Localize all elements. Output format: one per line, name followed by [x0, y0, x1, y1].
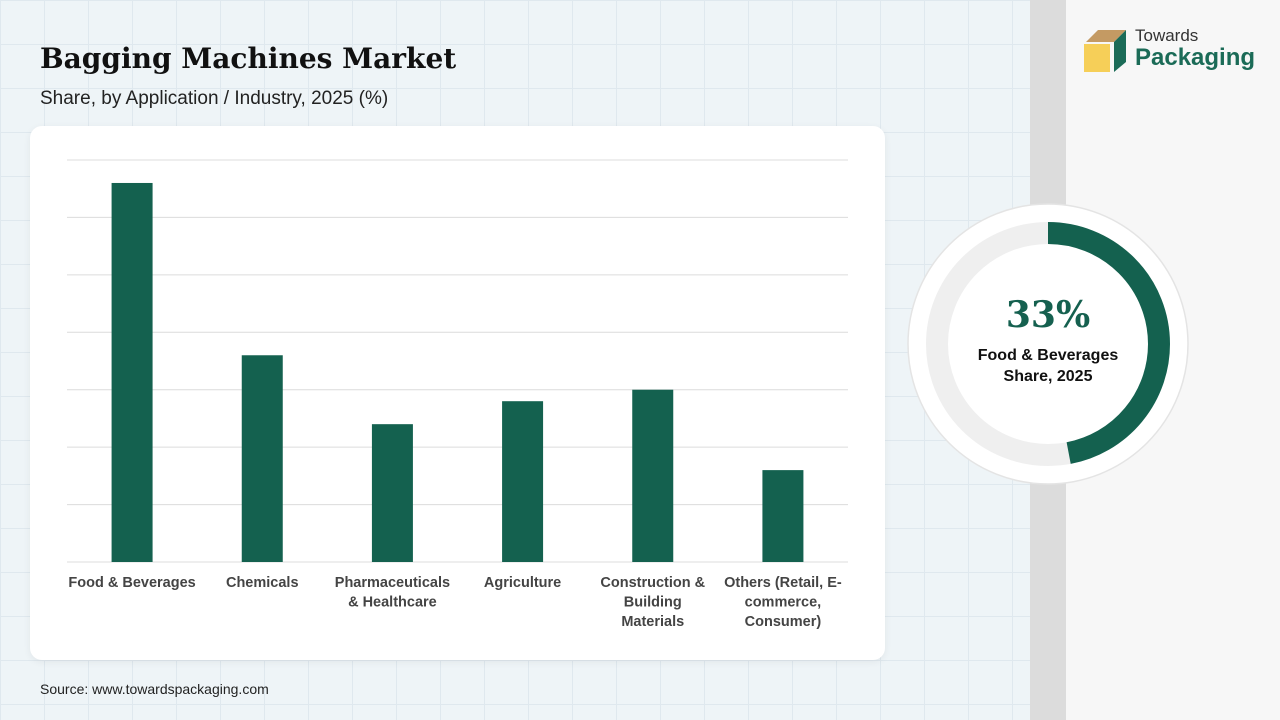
donut-arc: [926, 222, 1170, 466]
bar-2: [371, 424, 413, 562]
x-tick-label: Materials: [621, 614, 684, 630]
x-tick-label: commerce,: [745, 595, 822, 611]
x-tick-label: Food & Beverages: [68, 575, 195, 591]
bar-3: [502, 401, 544, 562]
bar-0: [111, 182, 153, 562]
box-icon: [1084, 30, 1126, 72]
x-tick-label: Pharmaceuticals: [335, 575, 450, 591]
bar-1: [241, 355, 283, 562]
x-tick-label: Building: [624, 595, 682, 611]
x-tick-label: & Healthcare: [348, 595, 437, 611]
logo-text-towards: Towards: [1135, 26, 1199, 45]
donut-label-line2: Share, 2025: [1003, 368, 1093, 385]
donut-label-line1: Food & Beverages: [977, 347, 1119, 364]
donut-outer-ring: [907, 203, 1189, 485]
bar-chart: Food & Beverages Chemicals Pharmaceuticals…: [67, 159, 848, 630]
bar-4: [632, 389, 674, 562]
x-tick-label: Others (Retail, E-: [724, 575, 842, 591]
donut-value: 33%: [1005, 294, 1091, 336]
x-tick-label: Agriculture: [484, 575, 561, 591]
source-note: Source: www.towardspackaging.com: [40, 681, 269, 697]
page-subtitle: Share, by Application / Industry, 2025 (…: [40, 88, 389, 109]
page-title: Bagging Machines Market: [40, 42, 457, 75]
donut-label: Food & Beverages Share, 2025: [948, 345, 1148, 387]
donut-chart: [907, 203, 1189, 485]
x-tick-label: Chemicals: [226, 575, 299, 591]
logo-text-packaging: Packaging: [1135, 44, 1256, 71]
chart-card: Food & Beverages Chemicals Pharmaceuticals…: [30, 126, 885, 660]
bar-5: [762, 470, 804, 562]
brand-logo: Towards Packaging: [1082, 26, 1255, 81]
x-tick-label: Construction &: [600, 575, 705, 591]
x-tick-label: Consumer): [745, 614, 822, 630]
